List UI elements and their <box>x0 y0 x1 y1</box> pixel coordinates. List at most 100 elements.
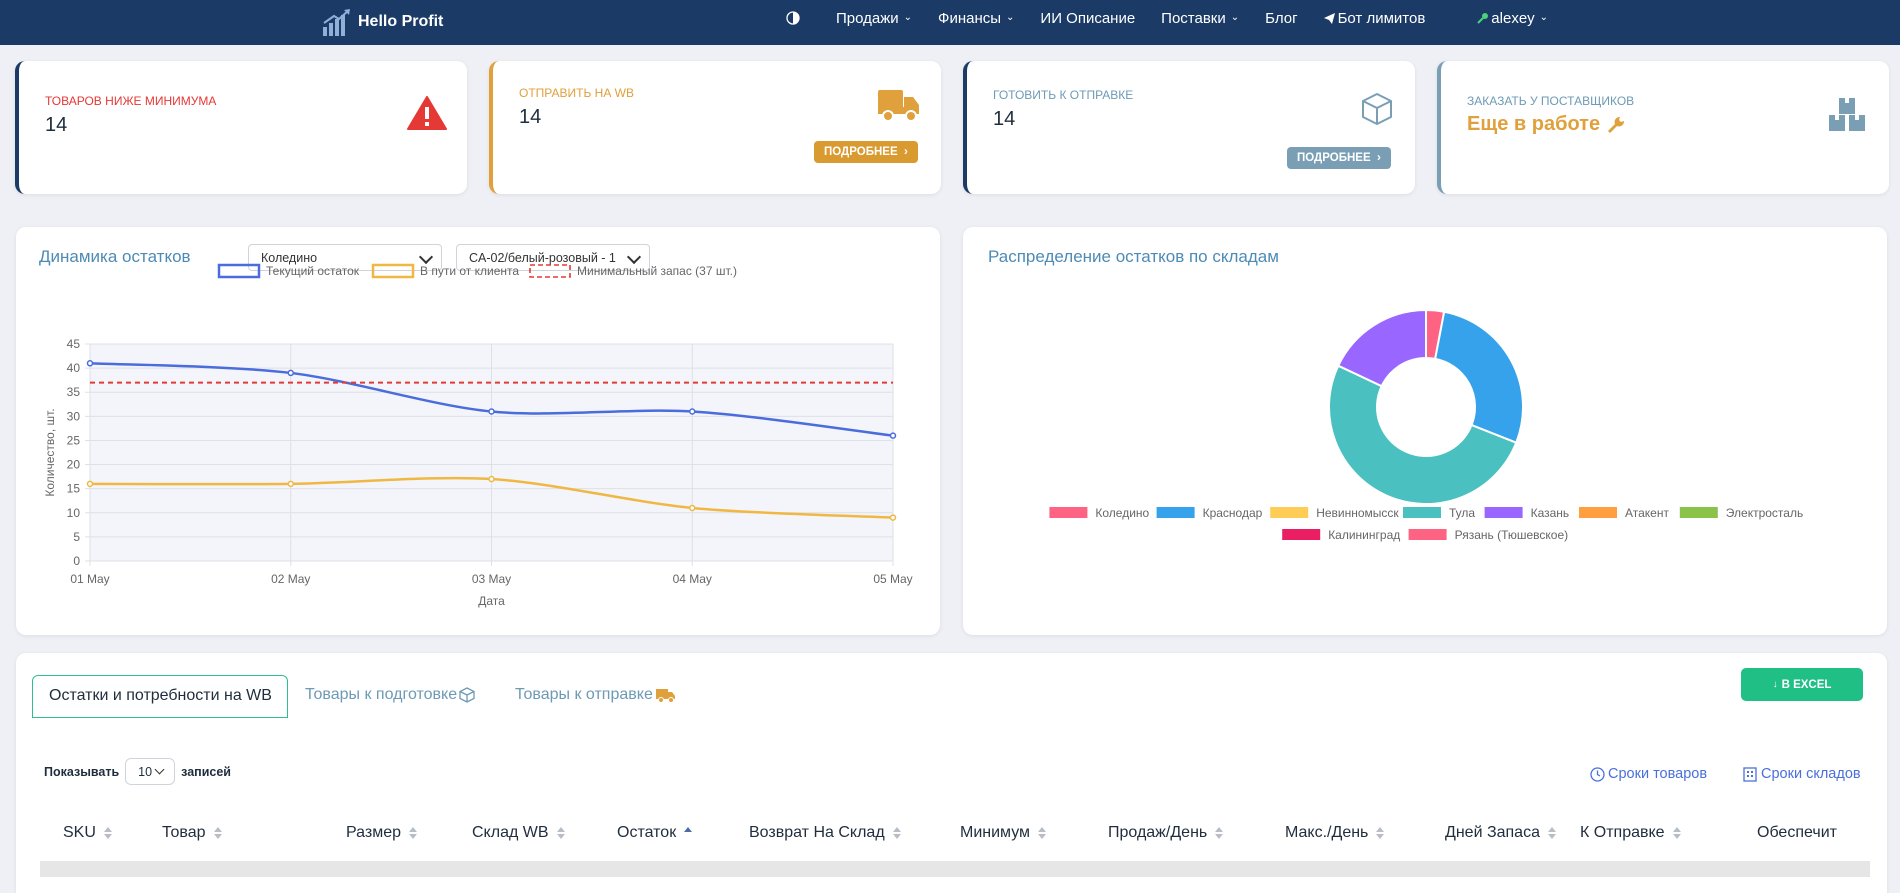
nav-menu: Продажи ⌄ Финансы ⌄ ИИ Описание Поставки ⌄ … <box>786 0 1574 36</box>
column-header-days-of-stock[interactable]: Дней Запаса <box>1445 824 1556 842</box>
legend-label: В пути от клиента <box>420 264 519 278</box>
column-header-stock[interactable]: Остаток <box>617 824 693 842</box>
legend-swatch <box>1408 529 1447 540</box>
column-header-label: К Отправке <box>1580 824 1665 841</box>
nav-item-label: Поставки <box>1161 9 1226 27</box>
kpi-title: ОТПРАВИТЬ НА WB <box>519 86 634 100</box>
product-terms-link[interactable]: Сроки товаров <box>1590 766 1707 782</box>
sort-icon <box>213 826 222 840</box>
donut-slice <box>1434 310 1524 445</box>
tab-wb-stock[interactable]: Остатки и потребности на WB <box>32 675 288 717</box>
column-header-size[interactable]: Размер <box>346 824 417 842</box>
tab-label: Товары к отправке <box>515 686 653 703</box>
chevron-down-icon <box>154 764 165 775</box>
table-row[interactable] <box>40 861 1870 877</box>
x-tick-label: 05 May <box>873 572 912 586</box>
nav-item-limits-bot[interactable]: Бот лимитов <box>1323 9 1426 27</box>
column-header-to-ship[interactable]: К Отправке <box>1580 824 1681 842</box>
legend-swatch <box>1156 507 1195 518</box>
page-length-select[interactable]: 10 <box>125 758 176 785</box>
legend-label: Калининград <box>1328 528 1400 542</box>
legend-label: Краснодар <box>1203 506 1263 520</box>
column-header-label: Минимум <box>960 824 1031 841</box>
sort-icon <box>409 826 417 840</box>
brand-name: Hello Profit <box>358 13 444 30</box>
warehouse-select[interactable]: Коледино <box>248 244 442 271</box>
column-header-return[interactable]: Возврат На Склад <box>749 824 901 842</box>
brand-logo[interactable]: Hello Profit <box>322 5 443 39</box>
column-header-sales-per-day[interactable]: Продаж/День <box>1108 824 1224 842</box>
column-header-label: Склад WB <box>472 824 549 841</box>
column-header-minimum[interactable]: Минимум <box>960 824 1047 842</box>
warehouse-terms-link[interactable]: Сроки складов <box>1743 766 1861 782</box>
data-point <box>889 514 897 521</box>
column-header-label: Макс./День <box>1285 824 1369 841</box>
data-point <box>488 408 495 415</box>
telegram-icon <box>1323 12 1335 24</box>
nav-item-blog[interactable]: Блог <box>1265 10 1297 27</box>
legend-label: Минимальный запас (37 шт.) <box>577 264 737 278</box>
tab-underline <box>32 717 288 718</box>
nav-item-ai-description[interactable]: ИИ Описание <box>1040 10 1135 27</box>
data-point <box>287 480 294 488</box>
kpi-prepare-for-shipment: ГОТОВИТЬ К ОТПРАВКЕ 14 ПОДРОБНЕЕ › <box>963 61 1415 194</box>
nav-item-label: Бот лимитов <box>1337 9 1426 27</box>
legend-label: Рязань (Тюшевское) <box>1455 528 1569 542</box>
y-tick-label: 40 <box>67 361 81 375</box>
legend-swatch <box>1282 529 1321 540</box>
chevron-down-icon: ⌄ <box>903 11 913 23</box>
kpi-title: ЗАКАЗАТЬ У ПОСТАВЩИКОВ <box>1467 94 1635 108</box>
column-header-label: Возврат На Склад <box>749 824 885 841</box>
details-button[interactable]: ПОДРОБНЕЕ › <box>814 141 918 163</box>
nav-item-sales[interactable]: Продажи ⌄ <box>836 10 912 27</box>
kpi-status: Еще в работе <box>1467 113 1626 136</box>
nav-item-label: alexey <box>1491 9 1535 27</box>
nav-item-supplies[interactable]: Поставки ⌄ <box>1161 10 1239 27</box>
sort-icon <box>1547 826 1556 840</box>
sku-select[interactable]: CA-02/белый-розовый - 1 <box>456 244 650 271</box>
y-tick-label: 45 <box>67 337 81 351</box>
theme-toggle[interactable] <box>786 11 800 25</box>
sku-select-value: CA-02/белый-розовый - 1 <box>469 250 616 265</box>
legend-swatch <box>217 263 261 279</box>
sort-icon <box>103 826 112 840</box>
sort-ascending-icon <box>684 826 693 840</box>
boxes-icon <box>1829 98 1865 131</box>
kpi-value: Еще в работе <box>1467 113 1601 135</box>
y-tick-label: 0 <box>73 554 80 568</box>
details-button-label: ПОДРОБНЕЕ <box>824 146 898 158</box>
kpi-send-to-wb: ОТПРАВИТЬ НА WB 14 ПОДРОБНЕЕ › <box>489 61 941 194</box>
export-excel-button[interactable]: ↓ В EXCEL <box>1741 668 1863 701</box>
legend-swatch <box>529 264 571 278</box>
product-terms-label: Сроки товаров <box>1608 766 1708 782</box>
sort-icon <box>1376 826 1385 840</box>
warehouse-donut-chart: Коледино Краснодар Невинномысск Тула Казань А… <box>1049 308 1803 542</box>
column-header-max-per-day[interactable]: Макс./День <box>1285 824 1385 842</box>
legend-label: Невинномысск <box>1316 506 1399 520</box>
truck-icon <box>655 689 675 703</box>
y-tick-label: 30 <box>67 409 81 423</box>
x-tick-label: 04 May <box>673 572 712 586</box>
column-header-product[interactable]: Товар <box>162 824 222 842</box>
details-button[interactable]: ПОДРОБНЕЕ › <box>1287 147 1391 169</box>
building-icon <box>1743 766 1757 782</box>
tab-label: Товары к подготовке <box>305 686 458 703</box>
column-header-sku[interactable]: SKU <box>63 824 112 842</box>
nav-item-finance[interactable]: Финансы ⌄ <box>938 10 1014 27</box>
nav-item-label: Блог <box>1265 9 1298 27</box>
tab-to-ship[interactable]: Товары к отправке <box>515 686 676 704</box>
chevron-right-icon: › <box>900 146 908 158</box>
export-excel-label: В EXCEL <box>1781 678 1832 691</box>
data-point <box>689 408 696 415</box>
nav-item-user[interactable]: alexey ⌄ <box>1477 10 1548 27</box>
column-header-coverage[interactable]: Обеспечит <box>1757 824 1837 842</box>
tab-to-prepare[interactable]: Товары к подготовке <box>305 686 475 704</box>
column-header-warehouse[interactable]: Склад WB <box>472 824 565 842</box>
sort-icon <box>1215 826 1224 840</box>
page-length-suffix: записей <box>181 764 231 779</box>
warehouse-select-value: Коледино <box>261 250 318 265</box>
wrench-icon <box>1608 116 1625 133</box>
sort-icon <box>892 826 901 840</box>
chevron-down-icon: ⌄ <box>1230 11 1240 23</box>
column-header-label: Продаж/День <box>1108 824 1208 841</box>
